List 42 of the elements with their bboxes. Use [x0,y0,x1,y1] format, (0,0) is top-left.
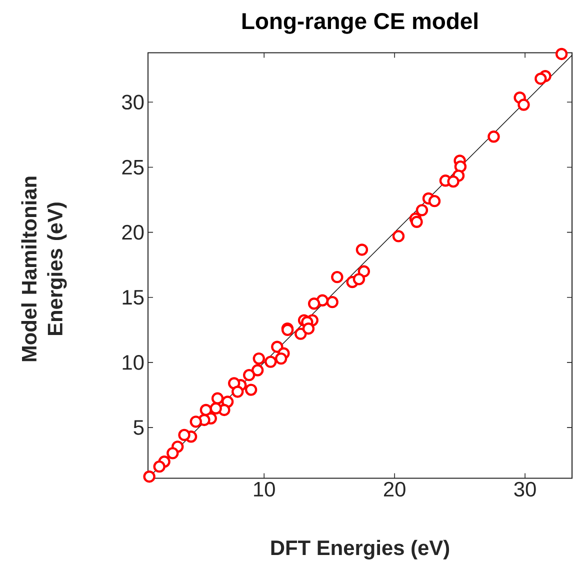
point [251,364,264,376]
y-tick-label: 25 [122,160,144,175]
point [153,460,166,473]
point [392,230,405,242]
point [356,244,368,256]
point [302,322,315,335]
x-axis-title: DFT Energies (eV) [271,540,450,560]
point [178,428,190,442]
point [331,270,344,284]
point [534,72,547,85]
point [232,386,244,398]
chart-title: Long-range CE model [242,12,478,34]
x-tick-label: 30 [514,482,536,497]
y-tick-label: 20 [122,224,144,240]
y-tick-label: 30 [122,94,144,110]
point [447,175,460,188]
point [410,216,423,228]
point [274,352,288,365]
point [555,48,568,60]
y-axis-title: Model Hamiltonian Energies (eV) [21,176,67,362]
point [488,130,500,143]
point [294,328,307,340]
point [416,204,428,216]
x-tick-label: 20 [384,482,406,497]
y-tick-label: 10 [122,355,144,370]
point [252,352,265,365]
point [352,273,366,286]
point [243,368,256,382]
point [166,447,179,460]
point [143,470,156,483]
point [190,416,202,428]
point [518,98,530,111]
point [326,296,338,308]
y-tick-label: 5 [134,420,144,435]
point [264,356,277,368]
point [244,384,258,396]
point [210,402,222,415]
point [308,298,320,310]
point [428,194,441,208]
y-tick-label: 15 [122,290,144,305]
x-tick-label: 10 [254,482,275,497]
point [211,392,224,404]
